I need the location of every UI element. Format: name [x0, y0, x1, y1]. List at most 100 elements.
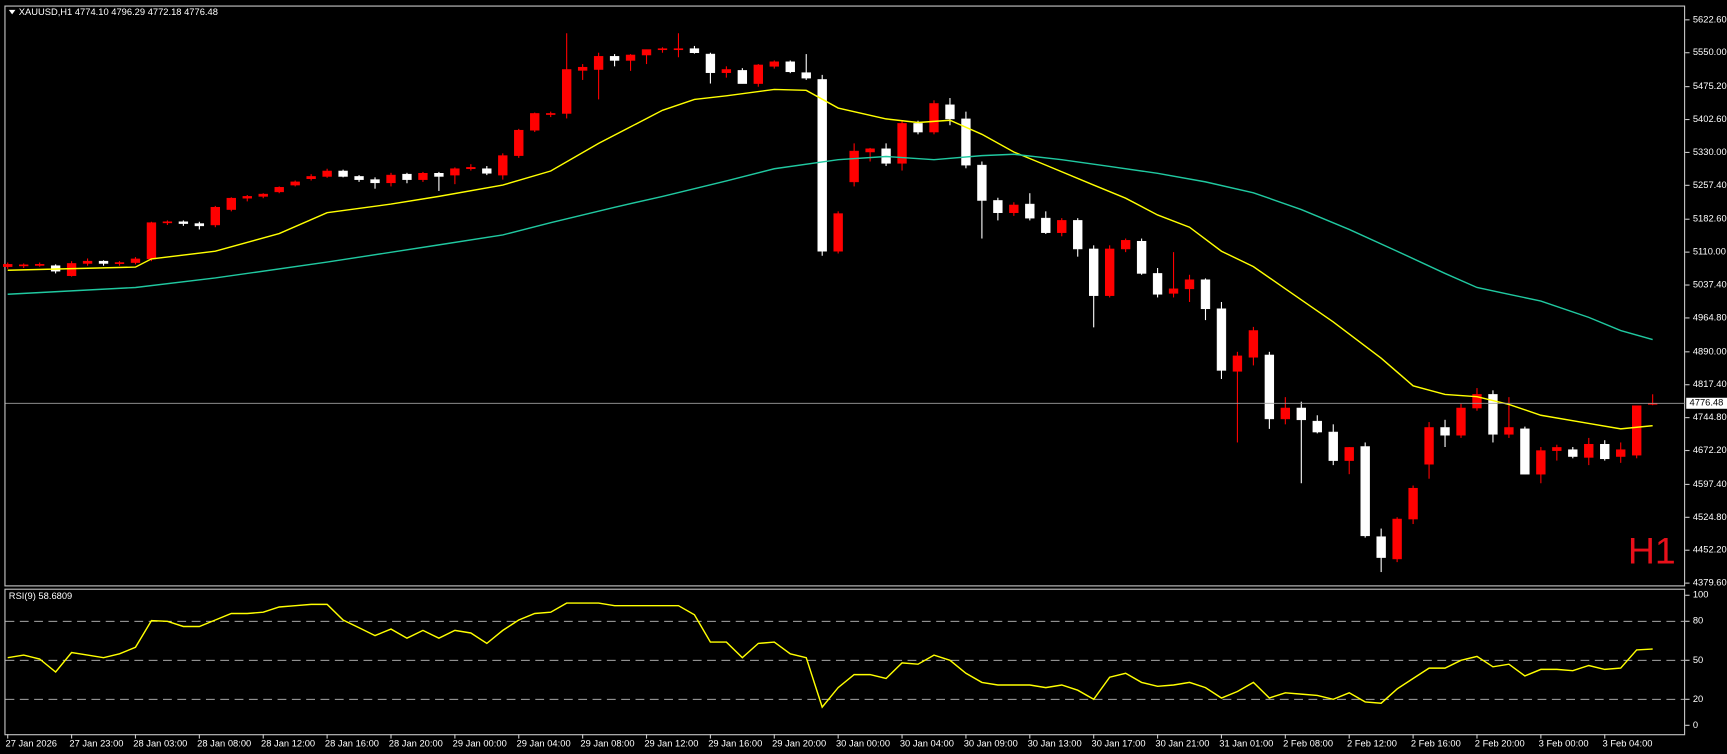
candle-body — [1041, 217, 1051, 233]
candle-body — [1504, 427, 1514, 435]
candle-body — [1168, 288, 1179, 294]
candle-body — [1073, 220, 1083, 250]
candle-body — [34, 264, 45, 266]
candle-body — [977, 164, 987, 201]
candle-body — [1600, 443, 1610, 460]
candle-body — [1392, 518, 1402, 560]
candle-body — [1360, 446, 1370, 537]
x-tick-label: 27 Jan 2026 — [6, 739, 58, 749]
candle-body — [945, 104, 955, 120]
x-tick-label: 2 Feb 16:00 — [1411, 739, 1461, 749]
candle-body — [1584, 443, 1594, 458]
moving-average — [7, 88, 1653, 430]
x-tick-label: 30 Jan 21:00 — [1155, 739, 1209, 749]
x-tick-label: 30 Jan 09:00 — [964, 739, 1018, 749]
candle-body — [338, 170, 348, 177]
y-tick-label: 50 — [1693, 655, 1703, 665]
x-tick-label: 29 Jan 12:00 — [644, 739, 698, 749]
candle-body — [1344, 447, 1354, 461]
candle-body — [114, 262, 125, 264]
candle-body — [322, 170, 332, 177]
candle-body — [817, 79, 827, 252]
last-price-label: 4776.48 — [1690, 398, 1724, 408]
candle-body — [833, 213, 843, 252]
candle-body — [242, 196, 252, 199]
candle-body — [1536, 450, 1546, 475]
candle-body — [769, 61, 779, 67]
candle-body — [354, 176, 364, 180]
candle-body — [306, 176, 316, 179]
rsi-line — [7, 602, 1653, 709]
candle-body — [482, 168, 492, 174]
candle-body — [929, 103, 939, 133]
candle-body — [1104, 248, 1115, 296]
candle-body — [1009, 204, 1019, 213]
y-tick-label: 5257.40 — [1693, 180, 1727, 190]
candle-body — [689, 48, 700, 54]
candle-body — [753, 64, 763, 84]
candle-body — [386, 174, 396, 184]
candle-body — [98, 260, 109, 264]
candle-body — [1552, 447, 1562, 451]
candle-body — [1025, 203, 1035, 219]
rsi-panel-frame — [4, 588, 1686, 736]
candle-body — [721, 69, 732, 73]
y-tick-label: 5402.60 — [1693, 114, 1727, 124]
candle-body — [1248, 330, 1259, 358]
candle-body — [1520, 428, 1530, 475]
menu-arrow[interactable] — [8, 9, 16, 15]
x-tick-label: 2 Feb 08:00 — [1283, 739, 1333, 749]
x-tick-label: 27 Jan 23:00 — [69, 739, 123, 749]
y-tick-label: 80 — [1693, 616, 1703, 626]
candle-body — [1216, 308, 1227, 371]
timeframe-label: H1 — [1628, 529, 1676, 571]
candle-body — [657, 48, 668, 51]
y-tick-label: 4964.80 — [1693, 312, 1727, 322]
x-tick-label: 30 Jan 04:00 — [900, 739, 954, 749]
candle-body — [1456, 407, 1466, 436]
y-tick-label: 4672.20 — [1693, 445, 1727, 455]
y-tick-label: 4890.00 — [1693, 346, 1727, 356]
x-tick-label: 3 Feb 04:00 — [1603, 739, 1653, 749]
candle-body — [1424, 427, 1434, 465]
y-tick-label: 5037.40 — [1693, 279, 1727, 289]
candle-body — [210, 206, 221, 226]
y-tick-label: 5182.60 — [1693, 214, 1727, 224]
candle-body — [561, 69, 572, 114]
symbol-header: XAUUSD,H1 4774.10 4796.29 4772.18 4776.4… — [19, 7, 218, 17]
candle-body — [82, 260, 93, 264]
candle-body — [961, 118, 971, 166]
candle-body — [226, 197, 236, 210]
y-tick-label: 5475.20 — [1693, 81, 1727, 91]
candle-body — [18, 264, 29, 267]
y-tick-label: 4379.60 — [1693, 578, 1727, 588]
candle-body — [1089, 248, 1099, 296]
rsi-title: RSI(9) 58.6809 — [9, 591, 72, 601]
candle-body — [785, 61, 795, 73]
x-tick-label: 30 Jan 17:00 — [1091, 739, 1145, 749]
candle-body — [897, 123, 907, 164]
x-tick-label: 28 Jan 03:00 — [133, 739, 187, 749]
candle-body — [849, 150, 859, 183]
candle-body — [625, 54, 636, 61]
candle-body — [130, 258, 141, 263]
y-tick-label: 4524.80 — [1693, 512, 1727, 522]
candle-body — [1632, 405, 1642, 456]
candle-body — [546, 113, 556, 115]
candle-body — [865, 148, 875, 153]
candle-body — [593, 56, 604, 70]
candle-body — [434, 172, 444, 177]
candle-body — [3, 264, 13, 267]
y-tick-label: 4817.40 — [1693, 379, 1727, 389]
candle-body — [194, 223, 205, 227]
candle-body — [1440, 427, 1450, 436]
candle-body — [1472, 394, 1482, 409]
candle-body — [993, 200, 1003, 213]
x-tick-label: 29 Jan 00:00 — [453, 739, 507, 749]
candle-body — [673, 48, 684, 51]
candle-body — [1488, 394, 1498, 435]
y-tick-label: 4597.40 — [1693, 479, 1727, 489]
candle-body — [1120, 240, 1131, 250]
x-tick-label: 29 Jan 16:00 — [708, 739, 762, 749]
